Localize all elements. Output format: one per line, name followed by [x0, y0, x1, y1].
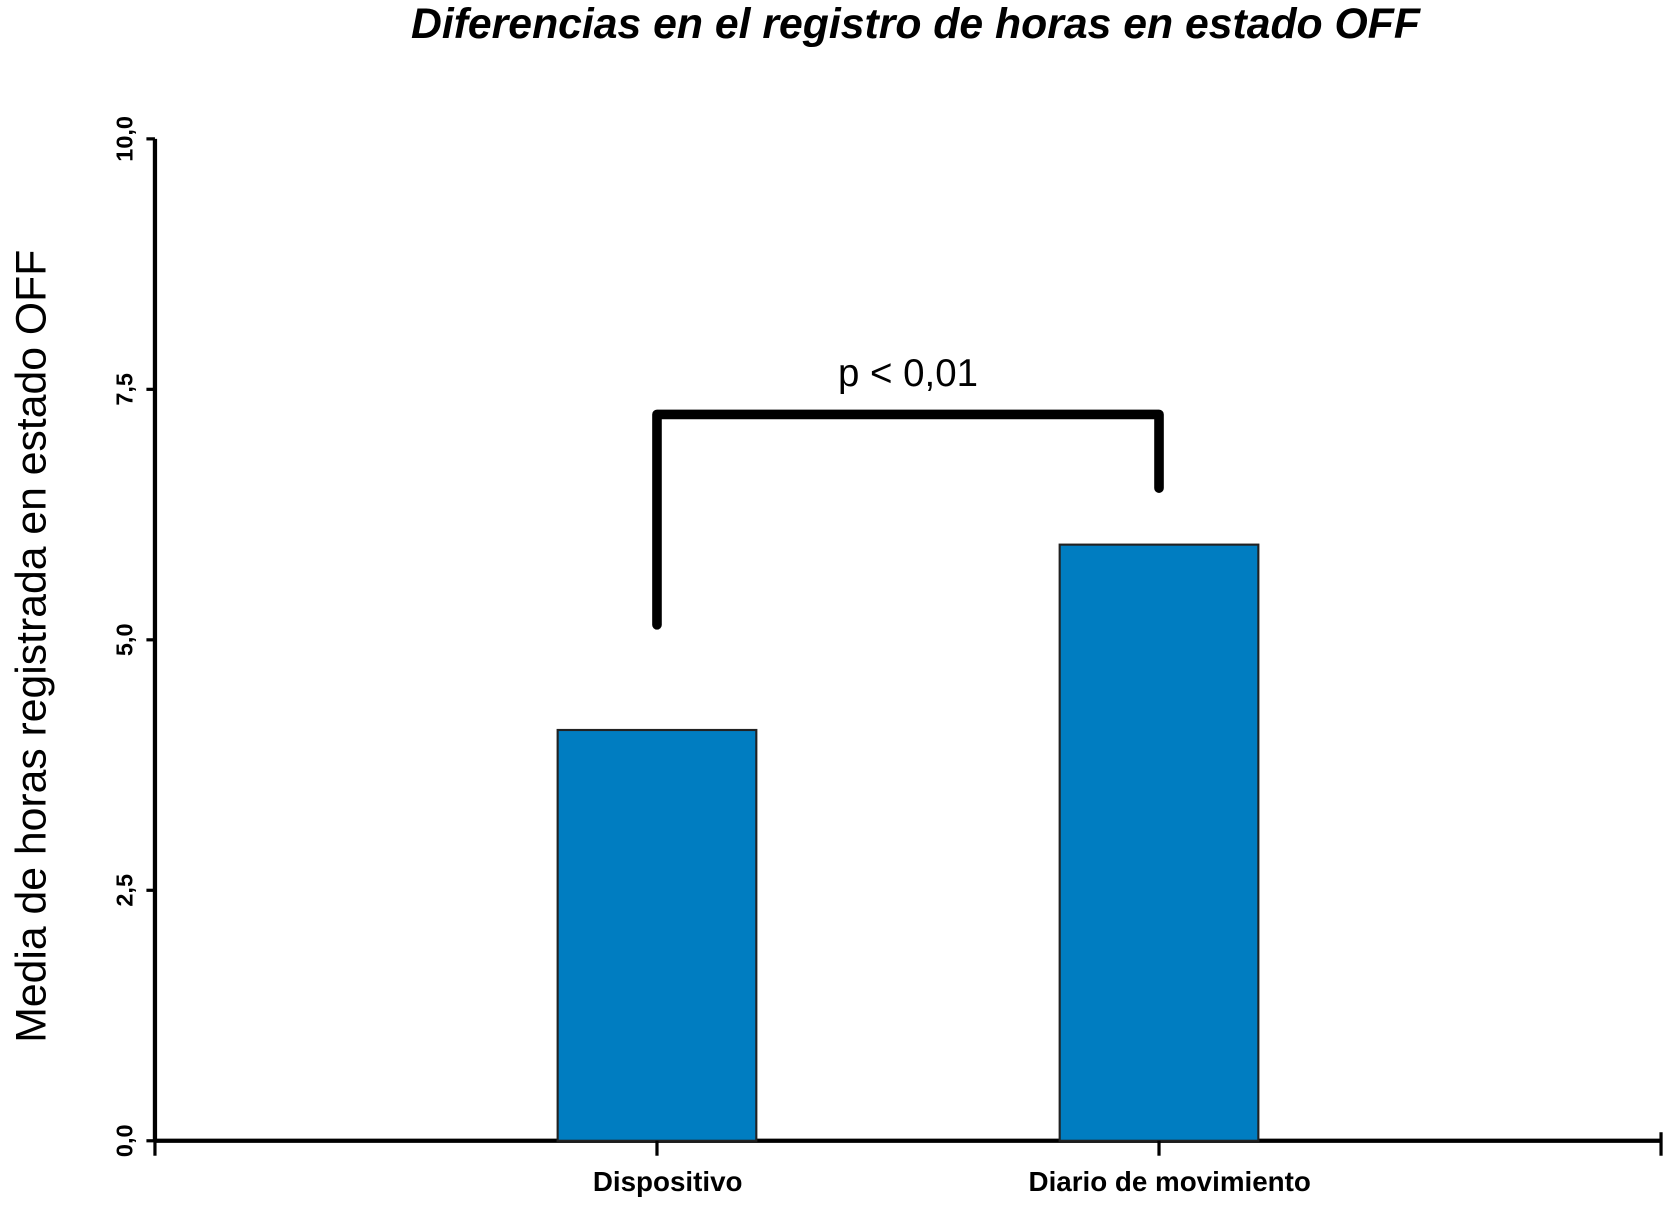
y-tick-label: 10,0 — [111, 116, 137, 162]
significance-bracket — [652, 409, 1164, 630]
y-tick-label: 0,0 — [111, 1124, 137, 1157]
x-tick-label: Diario de movimiento — [1029, 1166, 1311, 1197]
y-tick-label: 5,0 — [111, 623, 137, 656]
bar — [556, 728, 758, 1142]
x-tick-label: Dispositivo — [593, 1166, 743, 1197]
y-axis-label: Media de horas registrada en estado OFF — [8, 250, 56, 1043]
chart-title: Diferencias en el registro de horas en e… — [411, 0, 1422, 48]
y-tick-label: 7,5 — [111, 373, 137, 406]
bar — [1058, 543, 1260, 1142]
annotation: p < 0,01 — [838, 352, 978, 395]
y-tick-label: 2,5 — [111, 874, 137, 907]
